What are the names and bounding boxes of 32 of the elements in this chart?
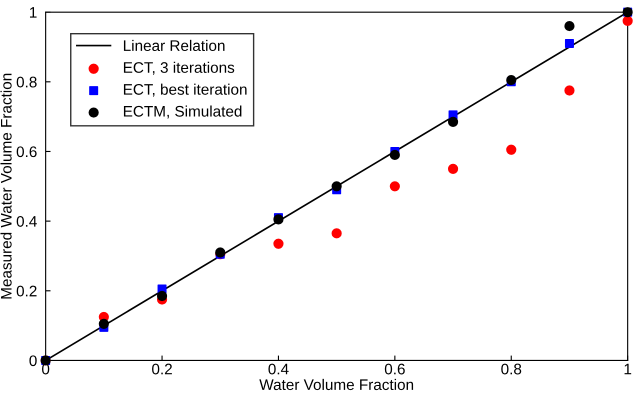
x-axis-title: Water Volume Fraction [259,378,414,390]
point [506,144,516,155]
point [622,16,633,26]
point [448,116,458,127]
y-tick-label: 0.6 [16,146,37,158]
point [332,181,342,192]
point [564,39,574,48]
legend-label: ECT, best iteration [124,84,247,97]
point [273,238,284,249]
x-tick-label: 0.8 [501,364,522,374]
point [390,150,400,160]
y-axis-title: Measured Water Volume Fraction [0,74,12,299]
point [156,290,168,302]
point [564,20,575,32]
legend-label: ECT, 3 iterations [124,62,234,75]
point [506,74,516,86]
y-tick-label: 0.2 [16,286,37,296]
legend-label: ECTM, Simulated [124,105,242,118]
x-tick-label: 0.4 [268,364,289,374]
y-tick-label: 0.8 [16,76,37,88]
point [564,85,575,96]
point [332,228,342,238]
x-tick-label: 1 [624,364,632,374]
legend-label: Linear Relation [124,40,224,52]
x-tick-label: 0.6 [384,364,405,374]
point [448,164,458,174]
x-tick-label: 0.2 [152,364,172,374]
y-tick-label: 0 [29,355,37,366]
y-tick-label: 0.4 [16,216,37,227]
point [390,181,400,192]
y-tick-label: 1 [30,7,37,18]
point [98,318,109,329]
